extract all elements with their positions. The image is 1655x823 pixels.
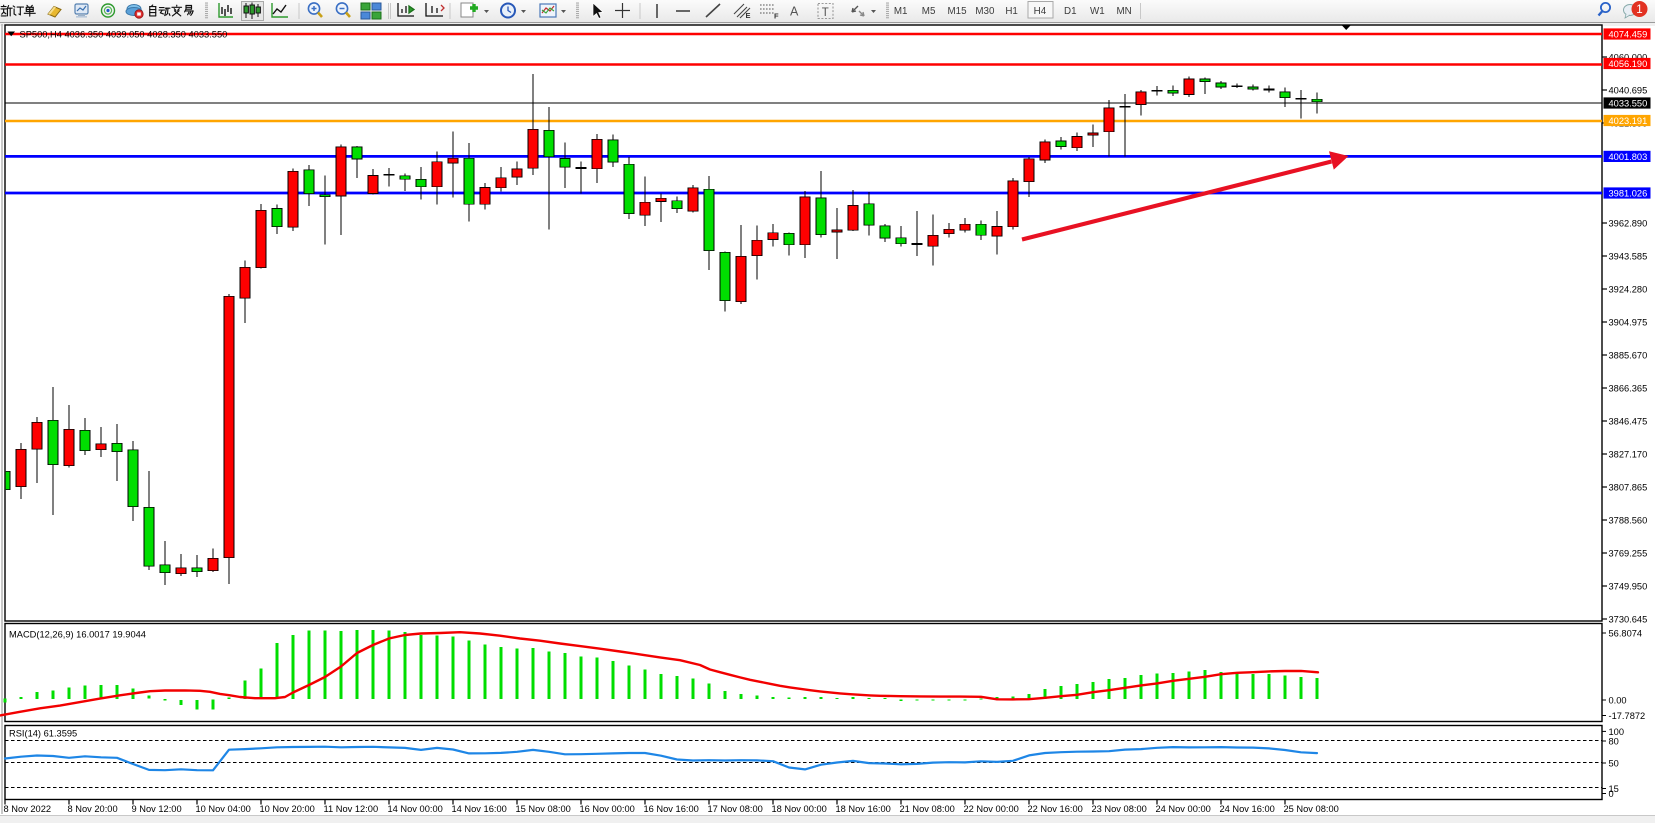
svg-text:4040.695: 4040.695 (1609, 85, 1648, 95)
svg-text:F: F (774, 12, 779, 21)
svg-text:80: 80 (1609, 736, 1619, 746)
svg-text:18 Nov 00:00: 18 Nov 00:00 (772, 804, 827, 814)
svg-text:4023.191: 4023.191 (1609, 116, 1648, 126)
svg-text:56.8074: 56.8074 (1609, 628, 1643, 638)
svg-text:3807.865: 3807.865 (1609, 482, 1648, 492)
svg-text:MACD(12,26,9) 16.0017 19.9044: MACD(12,26,9) 16.0017 19.9044 (9, 630, 146, 640)
svg-text:M5: M5 (922, 6, 936, 17)
svg-text:23 Nov 08:00: 23 Nov 08:00 (1092, 804, 1147, 814)
svg-text:24 Nov 00:00: 24 Nov 00:00 (1156, 804, 1211, 814)
svg-text:M30: M30 (975, 6, 995, 17)
svg-text:8 Nov 2022: 8 Nov 2022 (4, 804, 52, 814)
svg-text:-17.7872: -17.7872 (1609, 711, 1646, 721)
svg-text:1: 1 (1636, 4, 1642, 16)
svg-text:8 Nov 20:00: 8 Nov 20:00 (68, 804, 118, 814)
svg-text:3846.475: 3846.475 (1609, 416, 1648, 426)
svg-text:10 Nov 20:00: 10 Nov 20:00 (260, 804, 315, 814)
svg-text:16 Nov 00:00: 16 Nov 00:00 (580, 804, 635, 814)
svg-text:9 Nov 12:00: 9 Nov 12:00 (132, 804, 182, 814)
svg-text:3885.670: 3885.670 (1609, 350, 1648, 360)
svg-text:3866.365: 3866.365 (1609, 383, 1648, 393)
svg-text:3730.645: 3730.645 (1609, 614, 1648, 624)
svg-text:21 Nov 08:00: 21 Nov 08:00 (900, 804, 955, 814)
svg-text:4033.550: 4033.550 (1609, 99, 1648, 109)
svg-text:3943.585: 3943.585 (1609, 251, 1648, 261)
svg-text:H4: H4 (1034, 6, 1047, 17)
svg-text:22 Nov 16:00: 22 Nov 16:00 (1028, 804, 1083, 814)
svg-text:16 Nov 16:00: 16 Nov 16:00 (644, 804, 699, 814)
svg-text:15: 15 (1609, 784, 1619, 794)
svg-text:18 Nov 16:00: 18 Nov 16:00 (836, 804, 891, 814)
svg-text:RSI(14) 61.3595: RSI(14) 61.3595 (9, 729, 77, 739)
svg-text:SP500,H4 4036.350 4039.050 402: SP500,H4 4036.350 4039.050 4028.350 4033… (20, 30, 228, 40)
svg-text:17 Nov 08:00: 17 Nov 08:00 (708, 804, 763, 814)
svg-text:W1: W1 (1090, 6, 1105, 17)
svg-text:3827.170: 3827.170 (1609, 449, 1648, 459)
svg-text:50: 50 (1609, 758, 1619, 768)
svg-text:3769.255: 3769.255 (1609, 548, 1648, 558)
svg-text:14 Nov 00:00: 14 Nov 00:00 (388, 804, 443, 814)
svg-text:0.00: 0.00 (1609, 695, 1627, 705)
svg-text:22 Nov 00:00: 22 Nov 00:00 (964, 804, 1019, 814)
svg-text:11 Nov 12:00: 11 Nov 12:00 (324, 804, 379, 814)
svg-text:E: E (746, 11, 751, 20)
svg-text:0: 0 (1609, 789, 1614, 799)
svg-text:4074.459: 4074.459 (1609, 30, 1648, 40)
svg-text:T: T (822, 7, 829, 19)
svg-text:100: 100 (1609, 727, 1625, 737)
svg-text:M15: M15 (947, 6, 967, 17)
svg-text:3788.560: 3788.560 (1609, 515, 1648, 525)
svg-text:14 Nov 16:00: 14 Nov 16:00 (452, 804, 507, 814)
svg-text:D1: D1 (1064, 6, 1077, 17)
svg-text:4056.190: 4056.190 (1609, 59, 1648, 69)
svg-text:10 Nov 04:00: 10 Nov 04:00 (196, 804, 251, 814)
svg-text:3962.890: 3962.890 (1609, 218, 1648, 228)
svg-text:3749.950: 3749.950 (1609, 581, 1648, 591)
svg-text:MN: MN (1116, 6, 1131, 17)
svg-text:4060.000: 4060.000 (1609, 52, 1648, 62)
svg-text:3924.280: 3924.280 (1609, 284, 1648, 294)
svg-text:M1: M1 (894, 6, 908, 17)
svg-text:15 Nov 08:00: 15 Nov 08:00 (516, 804, 571, 814)
svg-text:3981.026: 3981.026 (1609, 189, 1648, 199)
svg-text:3904.975: 3904.975 (1609, 317, 1648, 327)
svg-text:4001.803: 4001.803 (1609, 152, 1648, 162)
svg-text:25 Nov 08:00: 25 Nov 08:00 (1284, 804, 1339, 814)
svg-text:24 Nov 16:00: 24 Nov 16:00 (1220, 804, 1275, 814)
svg-text:H1: H1 (1005, 6, 1018, 17)
svg-text:A: A (790, 5, 799, 19)
